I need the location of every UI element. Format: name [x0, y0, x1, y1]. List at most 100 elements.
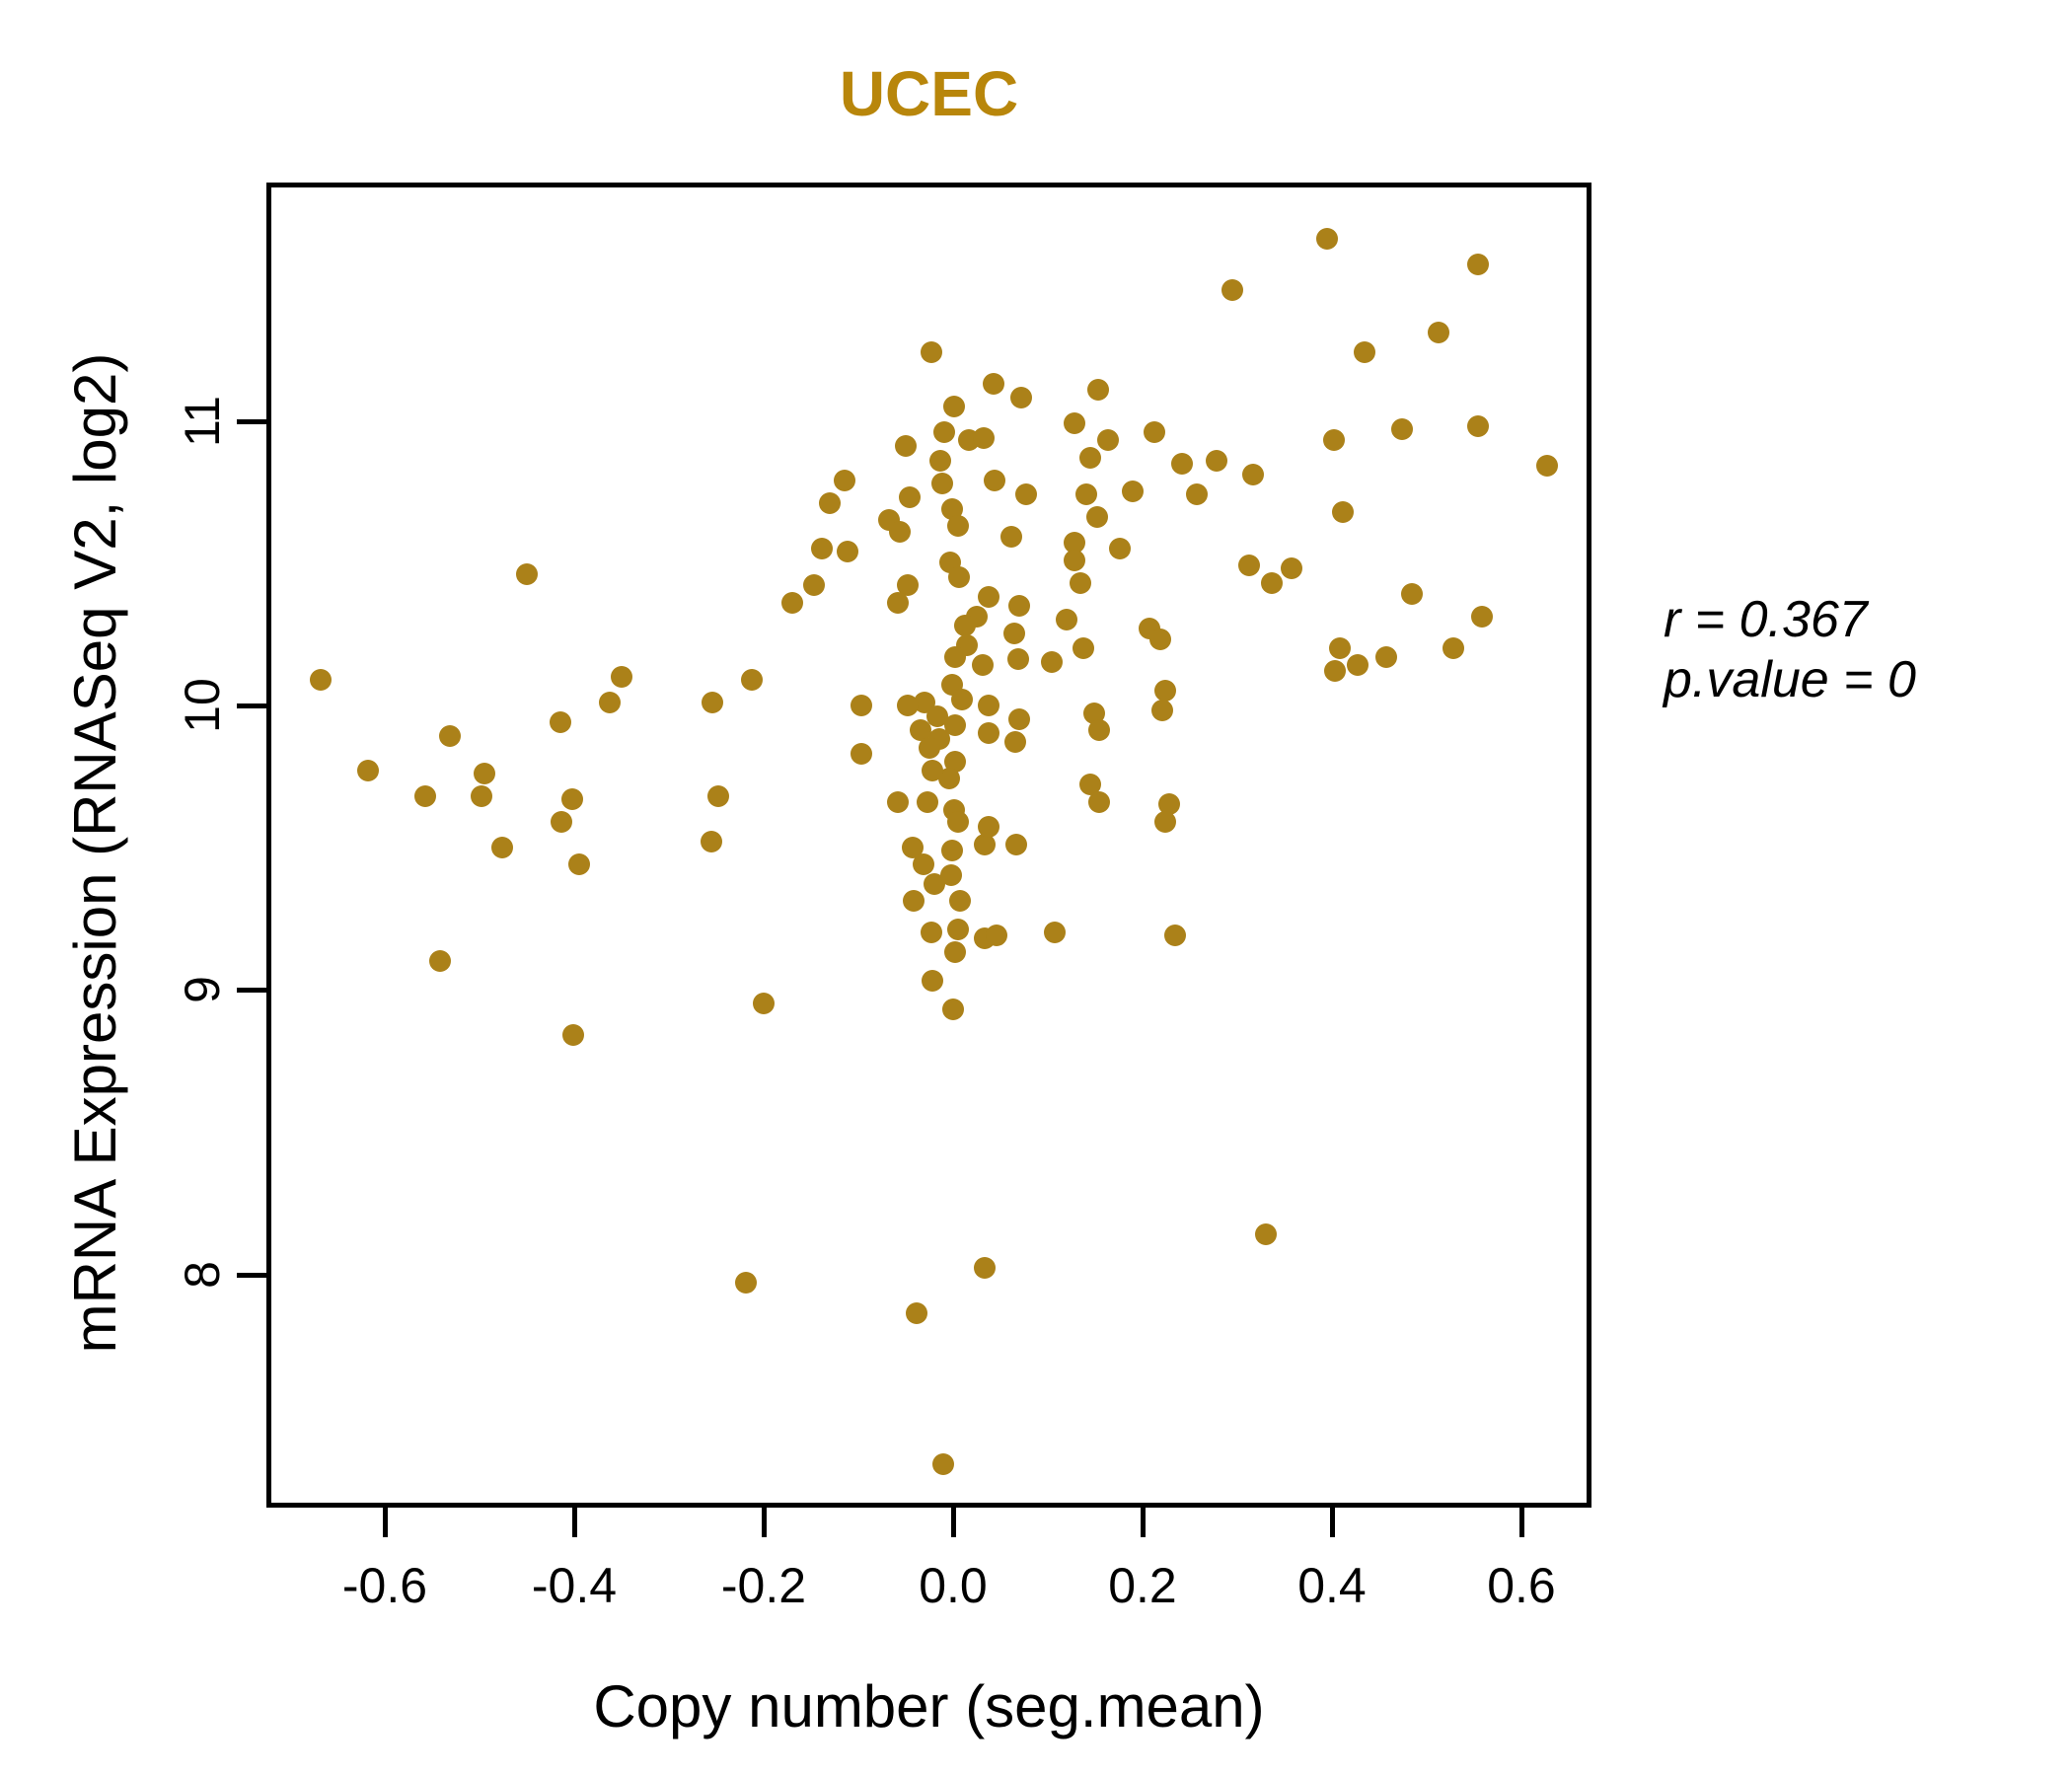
data-point[interactable]: [1087, 378, 1110, 401]
data-point[interactable]: [1143, 420, 1165, 443]
data-point[interactable]: [928, 449, 951, 472]
data-point[interactable]: [897, 694, 920, 716]
data-point[interactable]: [836, 540, 858, 562]
data-point[interactable]: [428, 949, 451, 972]
data-point[interactable]: [1260, 571, 1283, 594]
data-point[interactable]: [919, 736, 941, 759]
data-point[interactable]: [943, 395, 966, 417]
data-point[interactable]: [1206, 449, 1228, 472]
data-point[interactable]: [973, 1257, 996, 1280]
data-point[interactable]: [1185, 483, 1208, 506]
data-point[interactable]: [886, 790, 909, 813]
data-point[interactable]: [947, 565, 970, 588]
data-point[interactable]: [944, 941, 967, 964]
data-point[interactable]: [516, 562, 539, 585]
data-point[interactable]: [972, 426, 995, 449]
data-point[interactable]: [922, 970, 944, 993]
data-point[interactable]: [1467, 253, 1489, 275]
data-point[interactable]: [1086, 506, 1109, 529]
data-point[interactable]: [1331, 500, 1354, 523]
data-point[interactable]: [1280, 557, 1302, 580]
data-point[interactable]: [1109, 538, 1132, 559]
data-point[interactable]: [930, 472, 953, 494]
data-point[interactable]: [1443, 636, 1465, 659]
data-point[interactable]: [941, 839, 964, 861]
data-point[interactable]: [1088, 790, 1110, 813]
data-point[interactable]: [1064, 549, 1086, 571]
data-point[interactable]: [905, 1302, 927, 1325]
data-point[interactable]: [1003, 730, 1026, 753]
data-point[interactable]: [977, 586, 999, 608]
data-point[interactable]: [1237, 555, 1260, 577]
data-point[interactable]: [932, 420, 955, 443]
data-point[interactable]: [983, 372, 1005, 395]
data-point[interactable]: [1088, 719, 1110, 742]
data-point[interactable]: [1005, 833, 1028, 855]
data-point[interactable]: [986, 924, 1008, 946]
data-point[interactable]: [913, 852, 935, 875]
data-point[interactable]: [921, 341, 943, 364]
data-point[interactable]: [944, 713, 967, 736]
data-point[interactable]: [984, 469, 1006, 491]
data-point[interactable]: [471, 784, 493, 807]
data-point[interactable]: [1149, 629, 1172, 651]
data-point[interactable]: [550, 810, 572, 833]
data-point[interactable]: [1064, 412, 1086, 435]
data-point[interactable]: [977, 816, 999, 839]
data-point[interactable]: [491, 836, 514, 858]
data-point[interactable]: [439, 725, 462, 748]
data-point[interactable]: [1007, 648, 1030, 671]
data-point[interactable]: [753, 993, 776, 1015]
data-point[interactable]: [561, 787, 584, 810]
data-point[interactable]: [1163, 924, 1186, 946]
data-point[interactable]: [895, 435, 918, 458]
data-point[interactable]: [889, 520, 912, 543]
data-point[interactable]: [971, 654, 994, 677]
data-point[interactable]: [977, 722, 999, 745]
data-point[interactable]: [549, 710, 571, 733]
data-point[interactable]: [897, 574, 920, 597]
data-point[interactable]: [925, 705, 948, 728]
data-point[interactable]: [803, 574, 826, 597]
data-point[interactable]: [473, 762, 495, 784]
data-point[interactable]: [902, 890, 925, 913]
data-point[interactable]: [1010, 387, 1033, 409]
data-point[interactable]: [942, 998, 965, 1020]
data-point[interactable]: [701, 830, 723, 852]
data-point[interactable]: [1254, 1222, 1277, 1245]
data-point[interactable]: [1374, 645, 1397, 668]
data-point[interactable]: [886, 591, 909, 614]
data-point[interactable]: [1121, 481, 1144, 503]
data-point[interactable]: [901, 836, 924, 858]
data-point[interactable]: [1171, 452, 1194, 475]
data-point[interactable]: [734, 1271, 757, 1294]
data-point[interactable]: [414, 784, 437, 807]
data-point[interactable]: [922, 759, 944, 781]
data-point[interactable]: [562, 1023, 585, 1046]
data-point[interactable]: [780, 591, 803, 614]
data-point[interactable]: [707, 784, 730, 807]
data-point[interactable]: [1079, 774, 1102, 796]
data-point[interactable]: [941, 497, 964, 520]
data-point[interactable]: [1074, 483, 1097, 506]
data-point[interactable]: [1002, 623, 1025, 645]
data-point[interactable]: [1316, 227, 1339, 250]
data-point[interactable]: [1391, 417, 1414, 440]
data-point[interactable]: [946, 919, 969, 941]
data-point[interactable]: [944, 645, 967, 668]
data-point[interactable]: [931, 1453, 954, 1475]
data-point[interactable]: [1154, 680, 1177, 703]
data-point[interactable]: [1242, 464, 1265, 486]
data-point[interactable]: [1154, 810, 1177, 833]
data-point[interactable]: [1069, 571, 1091, 594]
data-point[interactable]: [819, 491, 842, 514]
data-point[interactable]: [1221, 278, 1244, 301]
data-point[interactable]: [944, 751, 967, 774]
data-point[interactable]: [1096, 429, 1119, 452]
data-point[interactable]: [899, 486, 922, 509]
data-point[interactable]: [1008, 594, 1031, 617]
data-point[interactable]: [810, 538, 833, 559]
data-point[interactable]: [948, 890, 971, 913]
data-point[interactable]: [1008, 707, 1031, 730]
data-point[interactable]: [999, 526, 1022, 549]
